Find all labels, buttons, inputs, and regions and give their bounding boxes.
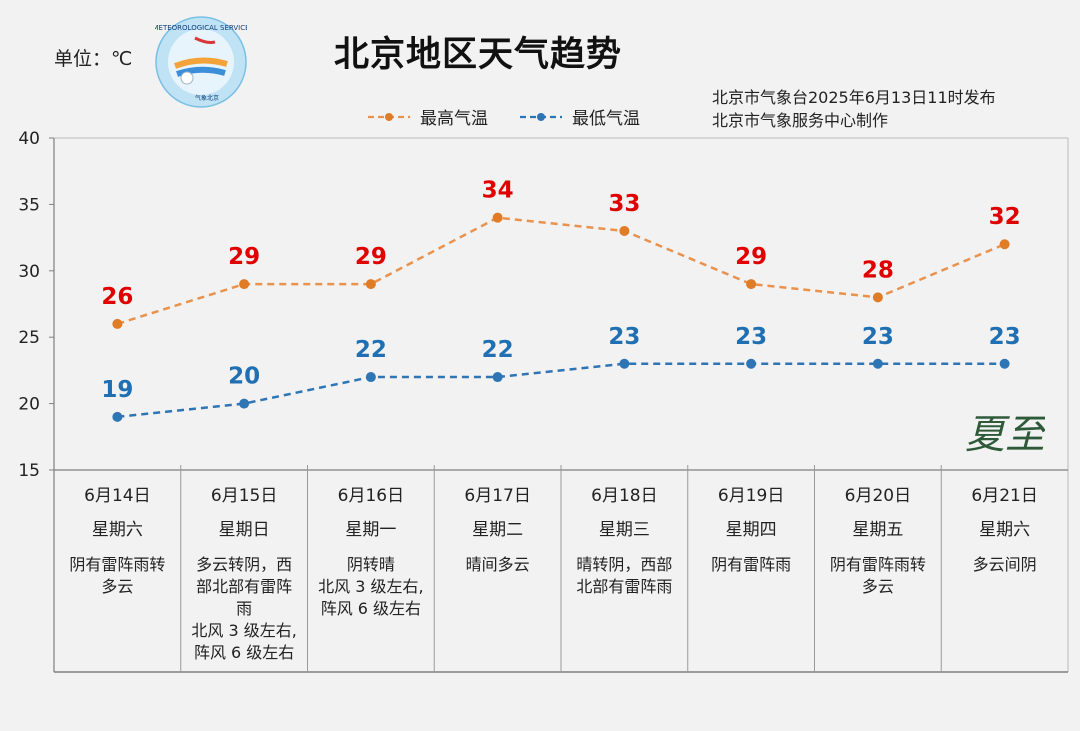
weather-text: 阵风 6 级左右	[194, 643, 294, 662]
weather-text: 阴转晴	[347, 555, 395, 574]
x-tick-label: 6月20日	[845, 486, 911, 506]
weekday-label: 星期一	[345, 520, 396, 540]
legend-high-label: 最高气温	[420, 109, 488, 129]
x-tick-label: 6月15日	[211, 486, 277, 506]
data-label-low: 23	[862, 324, 894, 350]
data-label-high: 28	[862, 257, 894, 283]
weather-text: 北风 3 级左右,	[191, 621, 296, 640]
data-point-high	[239, 279, 250, 290]
y-tick-label: 40	[18, 129, 40, 149]
logo-subtext: 气象北京	[195, 94, 219, 102]
weekday-label: 星期三	[599, 520, 650, 540]
data-point-high	[999, 239, 1010, 250]
data-point-high	[619, 225, 630, 236]
series-line-high	[117, 216, 1006, 326]
weather-text: 阴有雷阵雨	[711, 555, 791, 574]
weather-text: 北风 3 级左右,	[318, 577, 423, 596]
chart-legend: 最高气温 最低气温	[366, 104, 640, 129]
data-label-low: 23	[735, 324, 767, 350]
data-point-low	[239, 398, 250, 409]
meteorological-service-logo: METEOROLOGICAL SERVICE 气象北京	[155, 16, 247, 108]
data-point-low	[999, 358, 1010, 369]
series-line-low	[117, 362, 1005, 419]
data-point-high	[365, 279, 376, 290]
data-point-low	[112, 411, 123, 422]
data-label-low: 23	[989, 324, 1021, 350]
x-tick-label: 6月18日	[591, 486, 657, 506]
data-label-high: 29	[228, 244, 260, 270]
legend-low-marker	[520, 112, 562, 121]
source-line-1: 北京市气象台2025年6月13日11时发布	[712, 88, 996, 107]
page-title: 北京地区天气趋势	[334, 35, 623, 75]
weekday-label: 星期二	[472, 520, 523, 540]
data-label-high: 33	[608, 191, 640, 217]
data-label-low: 20	[228, 364, 260, 390]
data-point-high	[872, 292, 883, 303]
data-label-high: 34	[482, 178, 514, 204]
x-tick-label: 6月14日	[84, 486, 150, 506]
data-label-high: 29	[355, 244, 387, 270]
weather-text: 雨	[236, 599, 252, 618]
data-point-high	[746, 279, 757, 290]
x-tick-label: 6月21日	[971, 486, 1037, 506]
weather-text: 多云间阴	[973, 555, 1037, 574]
x-tick-label: 6月19日	[718, 486, 784, 506]
x-tick-label: 6月17日	[464, 486, 530, 506]
data-label-high: 32	[989, 204, 1021, 230]
source-line-2: 北京市气象服务中心制作	[712, 111, 889, 130]
weekday-label: 星期五	[852, 520, 903, 540]
legend-item-low: 最低气温	[518, 104, 640, 129]
data-label-low: 23	[608, 324, 640, 350]
weather-text: 阴有雷阵雨转	[830, 555, 926, 574]
data-point-high	[112, 318, 123, 329]
legend-item-high: 最高气温	[366, 104, 488, 129]
data-label-low: 22	[482, 337, 514, 363]
weather-text: 晴间多云	[466, 555, 530, 574]
weather-text: 部北部有雷阵	[196, 577, 292, 596]
y-tick-label: 30	[18, 262, 40, 282]
weekday-label: 星期六	[979, 520, 1030, 540]
data-label-high: 29	[735, 244, 767, 270]
unit-label: 单位：℃	[54, 48, 133, 70]
y-tick-label: 20	[18, 395, 40, 415]
data-point-low	[365, 372, 376, 383]
summer-solstice-watermark: 夏至	[965, 412, 1045, 458]
weekday-label: 星期六	[92, 520, 143, 540]
data-point-low	[619, 358, 630, 369]
weekday-label: 星期四	[726, 520, 777, 540]
watermark-text: 夏至	[965, 412, 1045, 458]
source-info: 北京市气象台2025年6月13日11时发布 北京市气象服务中心制作	[712, 86, 996, 132]
weather-text: 多云转阴，西	[196, 555, 292, 574]
weather-text: 多云	[101, 577, 133, 596]
weather-text: 晴转阴，西部	[576, 555, 672, 574]
x-tick-label: 6月16日	[338, 486, 404, 506]
data-label-low: 19	[101, 377, 133, 403]
y-tick-label: 35	[18, 195, 40, 215]
weekday-label: 星期日	[219, 520, 270, 540]
data-label-high: 26	[101, 284, 133, 310]
weather-text: 阵风 6 级左右	[321, 599, 421, 618]
legend-high-marker	[368, 112, 410, 121]
y-tick-label: 15	[18, 461, 40, 481]
weather-text: 阴有雷阵雨转	[69, 555, 165, 574]
data-point-low	[872, 358, 883, 369]
logo-text: METEOROLOGICAL SERVICE	[155, 24, 247, 32]
weather-text: 北部有雷阵雨	[576, 577, 672, 596]
data-label-low: 22	[355, 337, 387, 363]
data-point-low	[746, 358, 757, 369]
legend-low-label: 最低气温	[572, 109, 640, 129]
data-point-low	[492, 372, 503, 383]
weather-text: 多云	[862, 577, 894, 596]
y-tick-label: 25	[18, 328, 40, 348]
data-point-high	[492, 212, 503, 223]
